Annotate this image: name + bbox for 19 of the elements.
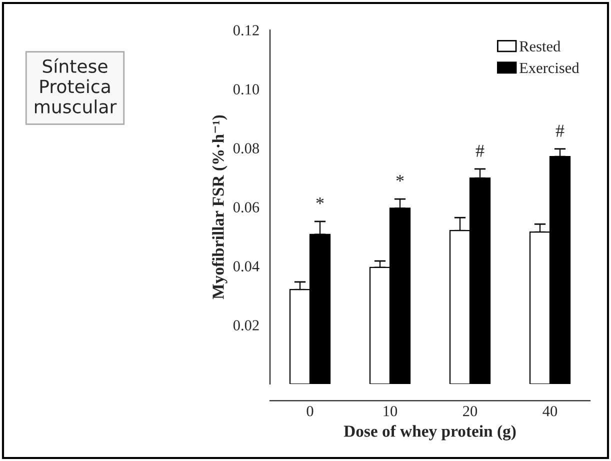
text: Síntese Proteica muscular	[34, 58, 117, 114]
y-tick-label: 0.10	[233, 84, 259, 95]
x-axis-title: Dose of whey protein (g)	[344, 424, 516, 440]
x-tick-label: 20	[463, 406, 478, 416]
annotation: *	[396, 175, 404, 182]
annotation: #	[556, 124, 564, 137]
x-tick-label: 10	[384, 406, 398, 416]
y-tick-label: 0.08	[233, 143, 259, 154]
annotation: #	[476, 144, 484, 157]
y-tick-label: 0.12	[233, 25, 259, 36]
x-tick-label: 40	[542, 406, 558, 416]
legend-label: Exercised	[520, 62, 580, 74]
annotation: *	[316, 197, 324, 204]
x-tick-label: 0	[306, 406, 314, 416]
y-tick-label: 0.02	[233, 320, 259, 331]
y-tick-label: 0.06	[233, 202, 260, 213]
y-tick-label: 0.04	[233, 261, 260, 272]
y-axis-title: Myofibrillar FSR (%·h⁻¹)	[212, 115, 228, 300]
legend-label: Rested	[520, 40, 560, 52]
